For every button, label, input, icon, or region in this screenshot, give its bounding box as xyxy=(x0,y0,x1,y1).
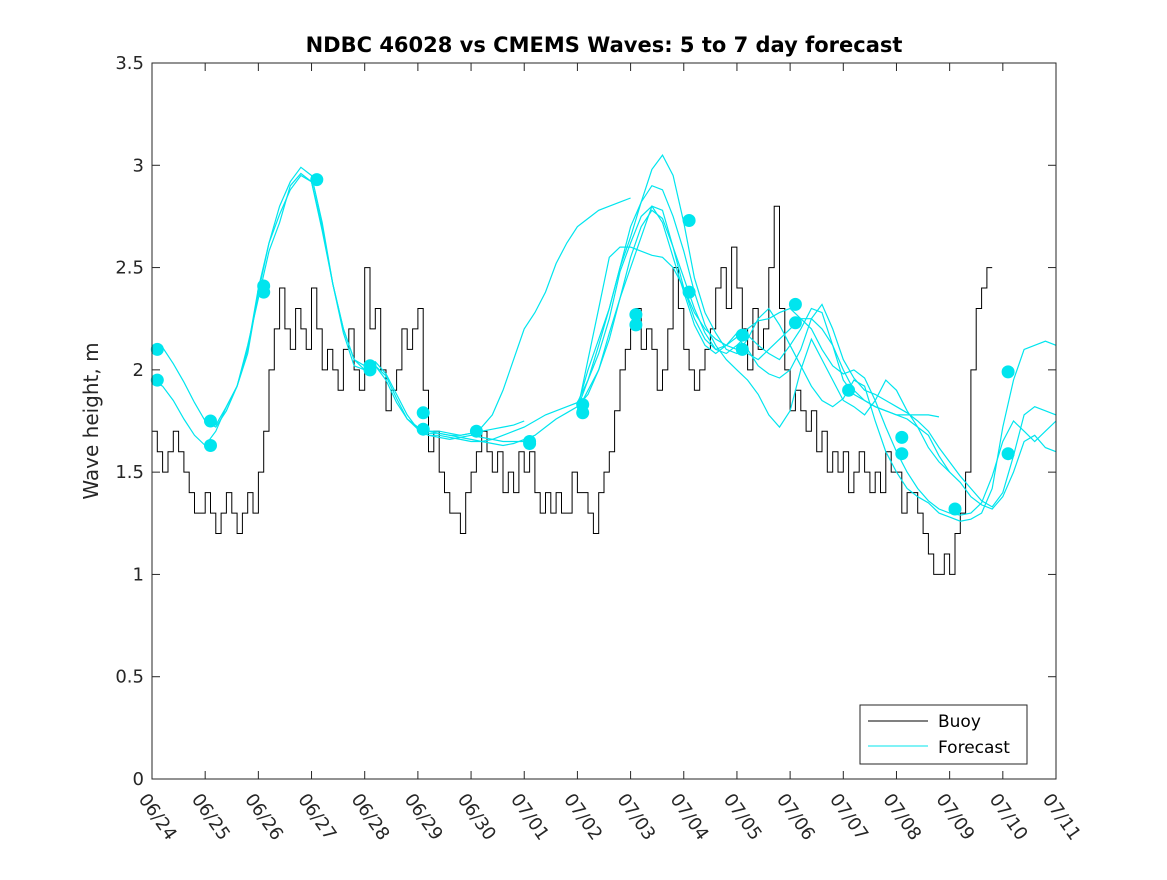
forecast-marker-22 xyxy=(735,342,749,356)
forecast-marker-30 xyxy=(1001,447,1015,461)
forecast-marker-1 xyxy=(150,342,164,356)
forecast-marker-4 xyxy=(204,439,217,452)
forecast-marker-19 xyxy=(682,214,696,227)
forecast-marker-10 xyxy=(416,406,430,420)
forecast-marker-20 xyxy=(682,285,696,299)
y-tick-label-7: 3.5 xyxy=(115,53,144,74)
legend: Buoy Forecast xyxy=(859,704,1028,765)
legend-buoy-label: Buoy xyxy=(938,712,981,732)
forecast-marker-2 xyxy=(150,373,164,387)
forecast-marker-14 xyxy=(523,437,537,450)
y-tick-label-3: 1.5 xyxy=(115,462,144,483)
buoy-line xyxy=(152,205,993,575)
forecast-line-7 xyxy=(576,205,1057,508)
forecast-marker-11 xyxy=(416,422,430,436)
forecast-marker-25 xyxy=(842,383,856,397)
y-axis-label: Wave height, m xyxy=(79,342,103,499)
y-tick-label-2: 1 xyxy=(133,564,144,585)
forecast-line-9 xyxy=(576,184,951,473)
forecast-marker-6 xyxy=(257,285,271,299)
axes-box xyxy=(151,62,1057,780)
y-tick-label-5: 2.5 xyxy=(115,258,144,279)
forecast-marker-27 xyxy=(895,447,909,461)
forecast-marker-3 xyxy=(204,414,217,428)
forecast-marker-16 xyxy=(576,406,590,420)
plot-area xyxy=(150,153,1057,575)
forecast-marker-26 xyxy=(895,430,909,444)
y-tick-label-0: 0 xyxy=(133,769,144,790)
forecast-marker-7 xyxy=(310,173,324,187)
forecast-marker-23 xyxy=(788,297,802,311)
forecast-marker-21 xyxy=(735,328,749,342)
forecast-marker-29 xyxy=(1001,365,1015,379)
forecast-marker-12 xyxy=(469,424,483,438)
forecast-line-4 xyxy=(417,153,1057,522)
forecast-marker-18 xyxy=(629,318,643,332)
legend-forecast-label: Forecast xyxy=(938,738,1010,758)
forecast-marker-9 xyxy=(363,363,377,377)
chart-title: NDBC 46028 vs CMEMS Waves: 5 to 7 day fo… xyxy=(306,33,903,57)
forecast-marker-28 xyxy=(948,502,962,516)
forecast-marker-24 xyxy=(788,316,802,330)
legend-box xyxy=(859,704,1028,765)
y-tick-label-1: 0.5 xyxy=(115,667,144,688)
y-tick-label-6: 3 xyxy=(133,155,144,176)
forecast-marker-17 xyxy=(629,308,643,322)
y-tick-label-4: 2 xyxy=(133,360,144,381)
forecast-line-8 xyxy=(576,246,940,418)
